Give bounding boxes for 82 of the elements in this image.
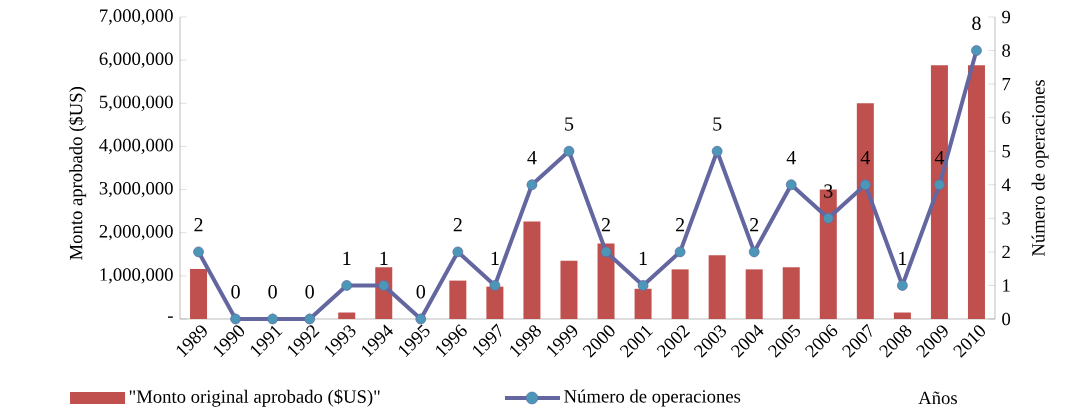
point [600, 246, 612, 258]
point [859, 179, 871, 191]
data-label: 1 [491, 251, 499, 265]
data-label: 4 [786, 151, 796, 165]
data-label: 1 [343, 251, 351, 265]
y2-tick-label: 1 [1003, 279, 1010, 292]
bar [893, 312, 911, 319]
data-label: 0 [268, 284, 277, 299]
point [785, 179, 797, 191]
point [415, 313, 427, 325]
data-label: 1 [639, 251, 647, 265]
data-label: 2 [750, 218, 759, 232]
data-label: 1 [899, 251, 907, 265]
y-tick-label: - [168, 316, 173, 318]
y2-axis-title: Número de operaciones [1031, 80, 1049, 257]
point [452, 246, 464, 258]
point [230, 313, 241, 325]
point [563, 145, 575, 157]
y-tick-label: 4,000,000 [99, 138, 173, 155]
y2-tick-label: 4 [1001, 178, 1011, 191]
point [637, 280, 649, 291]
point [897, 280, 908, 291]
bar [634, 288, 652, 319]
point [971, 45, 982, 56]
legend-label: "Monto original aprobado ($US)" [129, 389, 380, 407]
point [378, 280, 390, 291]
point [304, 313, 316, 325]
bar [523, 221, 541, 319]
bar [967, 65, 985, 319]
data-label: 0 [416, 284, 426, 299]
data-label: 0 [231, 284, 240, 299]
point [674, 246, 686, 258]
bar [930, 65, 948, 319]
data-label: 2 [675, 218, 684, 232]
bar [190, 268, 208, 319]
y2-tick-label: 2 [1002, 245, 1010, 259]
bar [449, 280, 467, 319]
y2-tick-label: 5 [1002, 145, 1011, 158]
bar [671, 269, 689, 319]
y2-tick-label: 6 [1002, 111, 1011, 124]
y2-tick-label: 9 [1002, 10, 1011, 24]
point [193, 246, 204, 258]
bar [856, 103, 874, 319]
bar [708, 255, 726, 319]
y-tick-label: 2,000,000 [99, 225, 173, 241]
data-label: 4 [527, 151, 537, 165]
bar [338, 312, 356, 319]
data-label: 2 [601, 218, 610, 232]
data-label: 8 [972, 16, 981, 30]
data-label: 4 [860, 151, 871, 165]
bar [745, 269, 763, 319]
point [341, 280, 353, 291]
y-tick-label: 1,000,000 [100, 268, 173, 284]
data-label: 2 [194, 218, 203, 232]
y-tick-label: 6,000,000 [99, 52, 173, 68]
data-label: 0 [305, 284, 314, 299]
y-tick-label: 3,000,000 [99, 181, 173, 198]
x-tick-label: 1991 [250, 325, 283, 358]
point [526, 179, 538, 191]
y2-tick-label: 0 [1002, 312, 1011, 326]
point [748, 246, 760, 258]
point [267, 313, 278, 325]
data-label: 4 [934, 151, 945, 165]
legend-label: Número de operaciones [564, 389, 741, 407]
data-label: 5 [713, 117, 722, 131]
y-tick-label: 5,000,000 [99, 95, 173, 111]
y-axis-title: Monto aprobado ($US) [68, 87, 87, 260]
point [489, 280, 501, 291]
y2-tick-label: 8 [1002, 44, 1011, 57]
point [711, 145, 723, 157]
y2-tick-label: 7 [1002, 77, 1011, 91]
y-tick-label: 7,000,000 [100, 9, 173, 25]
bar [782, 267, 800, 319]
point [822, 212, 834, 224]
data-label: 2 [453, 218, 462, 232]
data-label: 1 [380, 251, 388, 265]
point [934, 179, 945, 191]
bar [486, 286, 504, 319]
y2-tick-label: 3 [1002, 212, 1011, 225]
x-axis-title: Años [918, 391, 957, 405]
data-label: 5 [565, 117, 574, 131]
bar [560, 260, 578, 319]
